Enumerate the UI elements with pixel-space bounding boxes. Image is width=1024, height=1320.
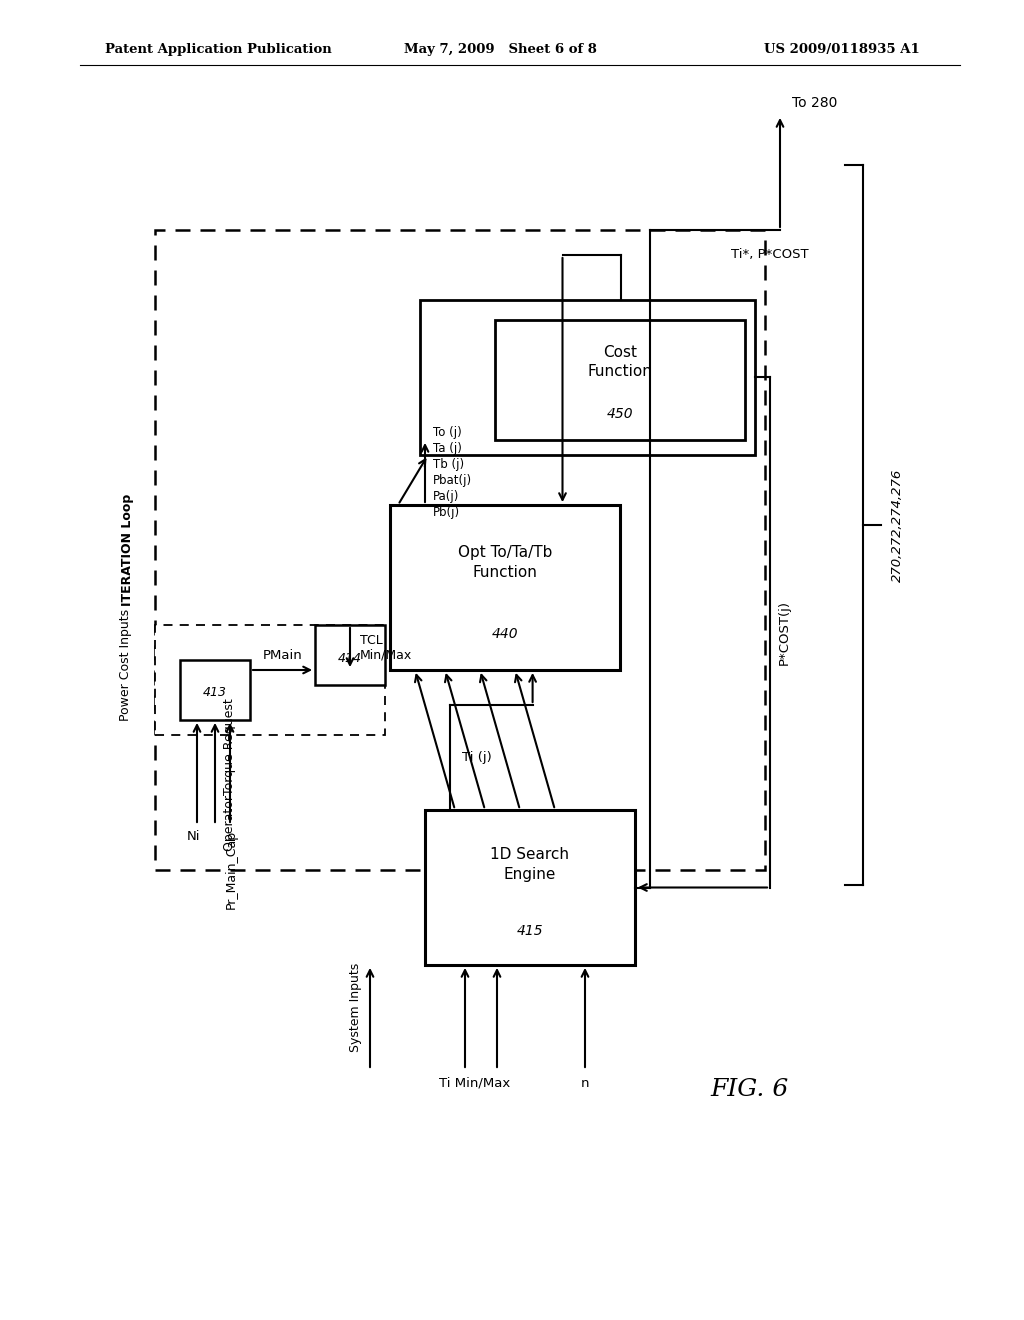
Text: 413: 413 [203, 686, 227, 700]
Text: n: n [581, 1077, 589, 1090]
Text: 1D Search
Engine: 1D Search Engine [490, 847, 569, 882]
Text: Ti*, P*COST: Ti*, P*COST [731, 248, 809, 261]
Bar [390, 506, 620, 671]
Bar [155, 230, 765, 870]
Text: 450: 450 [606, 407, 633, 421]
Bar [155, 624, 385, 735]
Text: US 2009/0118935 A1: US 2009/0118935 A1 [764, 44, 920, 57]
Text: P*COST(j): P*COST(j) [778, 601, 791, 665]
Text: System Inputs: System Inputs [349, 962, 362, 1052]
Text: Ti Min/Max: Ti Min/Max [439, 1077, 511, 1090]
Text: 440: 440 [492, 627, 518, 640]
Text: FIG. 6: FIG. 6 [711, 1078, 790, 1101]
Text: Cost
Function: Cost Function [588, 345, 652, 379]
Text: 270,272,274,276: 270,272,274,276 [891, 469, 904, 582]
Text: Ti (j): Ti (j) [462, 751, 492, 764]
Text: Power Cost Inputs: Power Cost Inputs [119, 609, 131, 721]
Text: To 280: To 280 [792, 96, 838, 110]
Bar [420, 300, 755, 455]
Text: 414: 414 [338, 652, 362, 664]
Text: ITERATION Loop: ITERATION Loop [121, 494, 133, 606]
Text: To (j)
Ta (j)
Tb (j)
Pbat(j)
Pa(j)
Pb(j): To (j) Ta (j) Tb (j) Pbat(j) Pa(j) Pb(j) [433, 426, 472, 519]
Bar [315, 624, 385, 685]
Text: OperatorTorque Request: OperatorTorque Request [223, 698, 236, 851]
Text: Ni: Ni [187, 830, 201, 843]
Bar [180, 660, 250, 719]
Text: 415: 415 [517, 924, 544, 939]
Text: TCL
Min/Max: TCL Min/Max [360, 634, 413, 661]
Bar [425, 810, 635, 965]
Text: Patent Application Publication: Patent Application Publication [105, 44, 332, 57]
Text: May 7, 2009   Sheet 6 of 8: May 7, 2009 Sheet 6 of 8 [403, 44, 596, 57]
Text: Opt To/Ta/Tb
Function: Opt To/Ta/Tb Function [458, 545, 552, 581]
Text: PMain: PMain [262, 649, 302, 663]
Text: Pr_Main_Cap: Pr_Main_Cap [225, 830, 238, 909]
Bar [495, 319, 745, 440]
